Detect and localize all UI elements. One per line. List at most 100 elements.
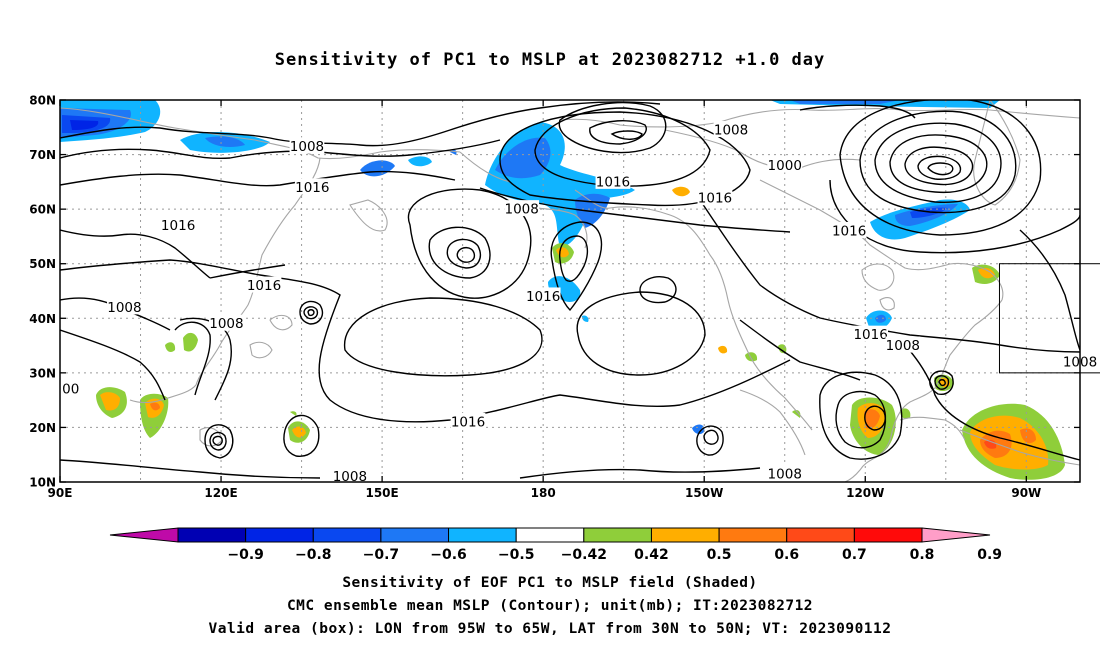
contour-label-bg — [595, 172, 631, 189]
contour-label-bg — [450, 412, 486, 429]
colorbar-max-arrow — [921, 527, 991, 543]
contour-label: 1008 — [505, 202, 539, 218]
contour-label: 1016 — [526, 289, 560, 305]
contour-label-bg — [697, 189, 733, 206]
contour-label-bg — [289, 137, 325, 154]
contour-label-bg — [160, 216, 196, 233]
colorbar-swatch — [177, 527, 247, 543]
caption-line-2: CMC ensemble mean MSLP (Contour); unit(m… — [286, 598, 814, 614]
contour-label-bg — [61, 380, 80, 397]
contour-label: 1016 — [596, 174, 630, 190]
contour-label: 1016 — [698, 191, 732, 207]
contour-label: 1016 — [247, 278, 281, 294]
colorbar-swatch — [448, 527, 517, 543]
lon-tick-label: 150E — [365, 486, 398, 500]
contour-label-bg — [504, 200, 540, 217]
lat-tick-label: 80N — [29, 94, 56, 108]
contour-label-bg — [107, 298, 142, 315]
colorbar-swatch — [245, 527, 314, 543]
positive-region — [864, 409, 880, 429]
contour-label: 1016 — [853, 327, 887, 343]
colorbar-swatch — [718, 527, 788, 543]
mslp-contours — [60, 100, 1080, 479]
colorbar-swatch — [650, 527, 720, 543]
coastlines — [60, 100, 1080, 482]
contour-label-bg — [332, 467, 368, 484]
positive-region — [978, 267, 995, 279]
lat-tick-label: 40N — [29, 312, 56, 326]
contour-label: 1000 — [768, 158, 802, 174]
colorbar-label: 0.8 — [910, 547, 935, 563]
positive-region — [183, 332, 198, 352]
negative-region — [70, 120, 99, 130]
contour-label: 1008 — [333, 469, 367, 485]
lon-tick-label: 150W — [685, 486, 723, 500]
contour-label-bg — [209, 314, 244, 331]
colorbar-label: −0.5 — [498, 547, 535, 563]
positive-region — [672, 186, 690, 197]
contour-label: 1008 — [290, 139, 324, 155]
lat-tick-label: 20N — [29, 421, 56, 435]
colorbar-label: −0.7 — [363, 547, 400, 563]
colorbar-swatch — [583, 527, 652, 543]
lat-tick-label: 10N — [29, 476, 56, 490]
colorbar-swatch — [853, 527, 923, 543]
colorbar-label: 0.9 — [977, 547, 1002, 563]
contour-label-bg — [713, 121, 749, 138]
colorbar-label: 0.7 — [842, 547, 867, 563]
lon-tick-label: 90E — [48, 486, 73, 500]
positive-region — [150, 402, 160, 411]
contour-label: 1008 — [209, 316, 243, 332]
contour-label-bg — [885, 336, 921, 353]
caption-line-1: Sensitivity of EOF PC1 to MSLP field (Sh… — [342, 575, 758, 591]
lon-tick-label: 120E — [204, 486, 237, 500]
positive-region — [100, 392, 120, 411]
contour-label-bg — [853, 325, 889, 342]
lon-tick-label: 180 — [531, 486, 556, 500]
contour-label: 1016 — [451, 414, 485, 430]
colorbar-label: −0.9 — [227, 547, 264, 563]
contour-label: 1016 — [161, 218, 195, 234]
colorbar-label: −0.8 — [295, 547, 332, 563]
colorbar-swatch — [515, 527, 585, 543]
sensitivity-shading — [60, 100, 1065, 480]
negative-region — [875, 314, 886, 323]
contour-label: 1008 — [768, 466, 802, 482]
colorbar-swatch — [786, 527, 855, 543]
contour-label: 1008 — [886, 338, 920, 354]
colorbar-label: 0.42 — [634, 547, 669, 563]
contour-label: 1016 — [832, 223, 866, 239]
negative-region — [360, 160, 395, 177]
contour-label-bg — [294, 178, 330, 195]
negative-region — [205, 136, 245, 147]
positive-region — [900, 408, 911, 419]
figure-title: Sensitivity of PC1 to MSLP at 2023082712… — [274, 50, 826, 70]
contour-label-bg — [246, 276, 282, 293]
negative-region — [408, 156, 432, 167]
lat-tick-label: 60N — [29, 203, 56, 217]
colorbar-label: −0.42 — [561, 547, 607, 563]
contour-labels: 1008100810001016101610081016101610161016… — [61, 121, 1098, 485]
colorbar: −0.9 −0.8 −0.7 −0.6 −0.5 −0.42 0.42 0.5 0.6 0.7 0.… — [109, 527, 1002, 563]
contour-label: 1016 — [295, 180, 329, 196]
colorbar-label: 0.5 — [707, 547, 732, 563]
caption-line-3: Valid area (box): LON from 95W to 65W, L… — [208, 621, 892, 637]
contour-label-bg — [767, 156, 803, 173]
positive-region — [1020, 428, 1036, 444]
contour-label-bg — [525, 287, 561, 304]
colorbar-label: 0.6 — [774, 547, 799, 563]
lat-tick-label: 50N — [29, 257, 56, 271]
positive-region — [792, 410, 801, 418]
positive-region — [292, 426, 306, 438]
colorbar-swatch — [380, 527, 450, 543]
negative-region — [495, 137, 551, 179]
contour-label-bg — [831, 221, 867, 238]
lon-tick-label: 90W — [1011, 486, 1041, 500]
positive-region — [718, 345, 728, 354]
map-frame — [59, 99, 1081, 483]
positive-region — [165, 342, 176, 353]
colorbar-min-arrow — [109, 527, 179, 543]
